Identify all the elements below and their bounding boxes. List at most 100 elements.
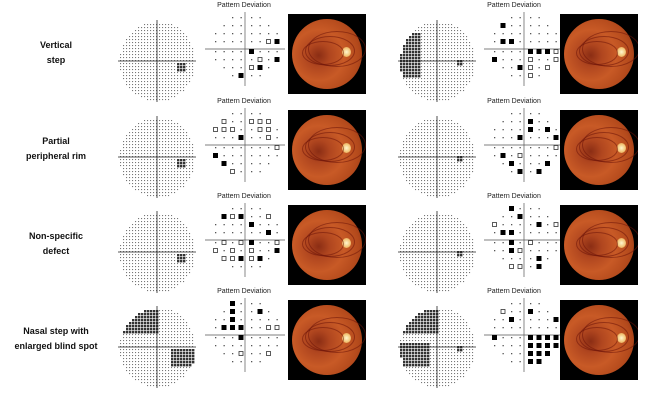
field-point [123,60,125,62]
field-point [180,230,182,232]
field-point [147,48,149,50]
field-point [454,186,456,188]
field-point [445,180,447,182]
field-point [156,171,158,173]
field-point [466,147,468,149]
field-point [156,254,158,256]
field-point [132,367,134,369]
field-point [156,168,158,170]
field-point [138,248,140,250]
field-point [451,251,453,253]
field-point [162,239,164,241]
field-point [165,215,167,217]
field-point [403,269,405,271]
field-point [439,57,441,59]
field-point [409,257,411,259]
field-point [421,379,423,381]
field-point [466,364,468,366]
field-point [147,331,150,334]
field-point [433,75,435,77]
field-point [126,54,128,56]
field-point [418,263,420,265]
pd-point [511,303,513,305]
pd-point [223,137,225,139]
field-point [430,343,432,345]
field-point [424,126,426,128]
field-point [439,45,441,47]
field-point [174,266,176,268]
field-point [153,165,155,167]
field-point [424,168,426,170]
field-point [433,233,435,235]
field-point [126,328,129,331]
field-point [418,361,421,364]
field-point [180,78,182,80]
field-point [439,129,441,131]
field-point [451,319,453,321]
field-point [135,376,137,378]
field-point [144,269,146,271]
field-point [448,349,450,351]
field-point [403,245,405,247]
field-point [159,165,161,167]
field-point [150,45,152,47]
field-point [147,215,149,217]
field-point [177,251,179,253]
field-point [192,343,194,345]
field-point [132,186,134,188]
field-point [457,275,459,277]
field-point [189,352,192,355]
pd-point [232,25,234,27]
field-point [457,90,459,92]
field-point [174,75,176,77]
field-point [460,81,462,83]
field-point [418,33,421,36]
field-point [451,236,453,238]
field-point [150,284,152,286]
field-point [132,364,134,366]
field-point [451,373,453,375]
field-point [171,361,174,364]
field-point [138,75,140,77]
field-point [135,81,137,83]
field-point [186,66,188,68]
field-point [427,51,429,53]
field-point [180,278,182,280]
field-point [144,33,146,35]
field-point [141,266,143,268]
field-point [132,346,134,348]
field-point [430,63,432,65]
field-point [132,171,134,173]
field-point [415,355,418,358]
field-point [454,135,456,137]
field-point [451,60,453,62]
pd-point [538,17,540,19]
field-point [168,361,170,363]
field-point [144,272,146,274]
field-point [460,180,462,182]
field-point [418,147,420,149]
field-point [159,39,161,41]
field-point [439,135,441,137]
field-point [421,138,423,140]
field-point [418,325,421,328]
field-point [421,144,423,146]
field-point [406,57,409,60]
field-point [129,370,131,372]
field-point [466,325,468,327]
field-point [183,162,186,165]
field-point [460,90,462,92]
field-point [415,349,418,352]
field-point [141,373,143,375]
field-point [153,39,155,41]
grayscale-field-plot [118,116,196,198]
field-point [421,284,423,286]
field-point [457,144,459,146]
pd-point [530,171,532,173]
field-point [186,57,188,59]
field-point [165,78,167,80]
field-point [463,254,465,256]
field-point [165,51,167,53]
pd-point [547,327,549,329]
field-point [186,269,188,271]
